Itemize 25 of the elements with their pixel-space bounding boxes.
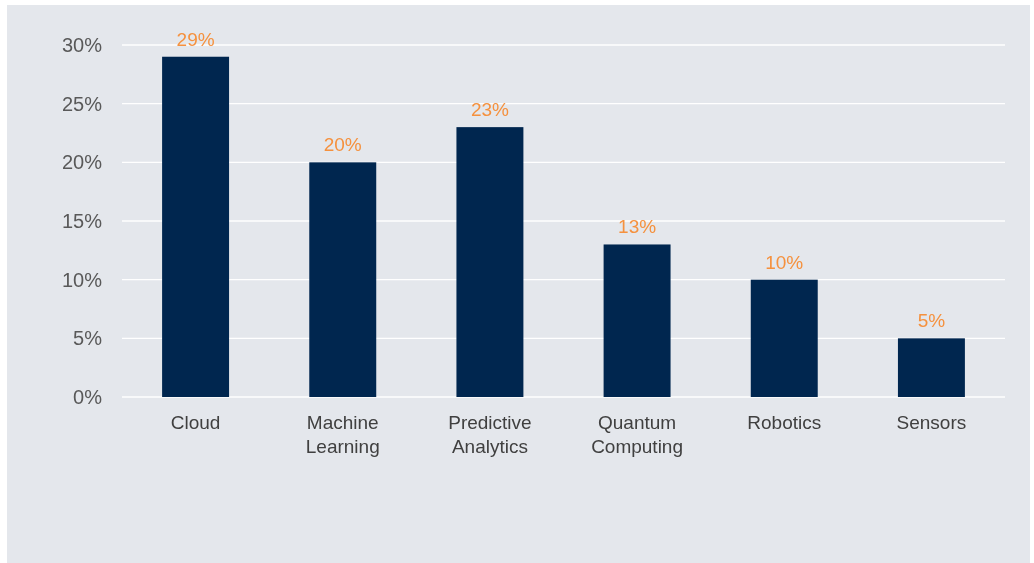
y-tick-label: 25% bbox=[61, 92, 103, 115]
y-tick-label: 10% bbox=[61, 268, 103, 291]
data-label: 10% bbox=[765, 251, 804, 273]
bar bbox=[162, 56, 230, 397]
bar bbox=[750, 279, 818, 397]
bar bbox=[456, 127, 524, 397]
data-label: 23% bbox=[470, 99, 510, 121]
data-label: 13% bbox=[618, 216, 657, 238]
data-label: 5% bbox=[917, 310, 946, 332]
y-tick-label: 30% bbox=[61, 34, 103, 56]
bar bbox=[309, 162, 377, 397]
x-tick-label: Cloud bbox=[170, 412, 221, 433]
y-tick-label: 0% bbox=[73, 386, 103, 408]
x-tick-label: Quantum Computing bbox=[591, 412, 684, 457]
y-tick-label: 15% bbox=[61, 210, 103, 232]
x-tick-label: Predictive Analytics bbox=[448, 412, 532, 457]
data-label: 20% bbox=[323, 134, 362, 156]
bar bbox=[897, 338, 965, 397]
y-tick-label: 20% bbox=[61, 151, 103, 174]
data-label: 29% bbox=[176, 28, 215, 50]
x-tick-label: Sensors bbox=[896, 412, 967, 433]
bar bbox=[603, 244, 671, 397]
y-tick-label: 5% bbox=[73, 327, 103, 350]
x-tick-label: Robotics bbox=[747, 412, 822, 433]
x-tick-label: Machine Learning bbox=[305, 412, 380, 457]
